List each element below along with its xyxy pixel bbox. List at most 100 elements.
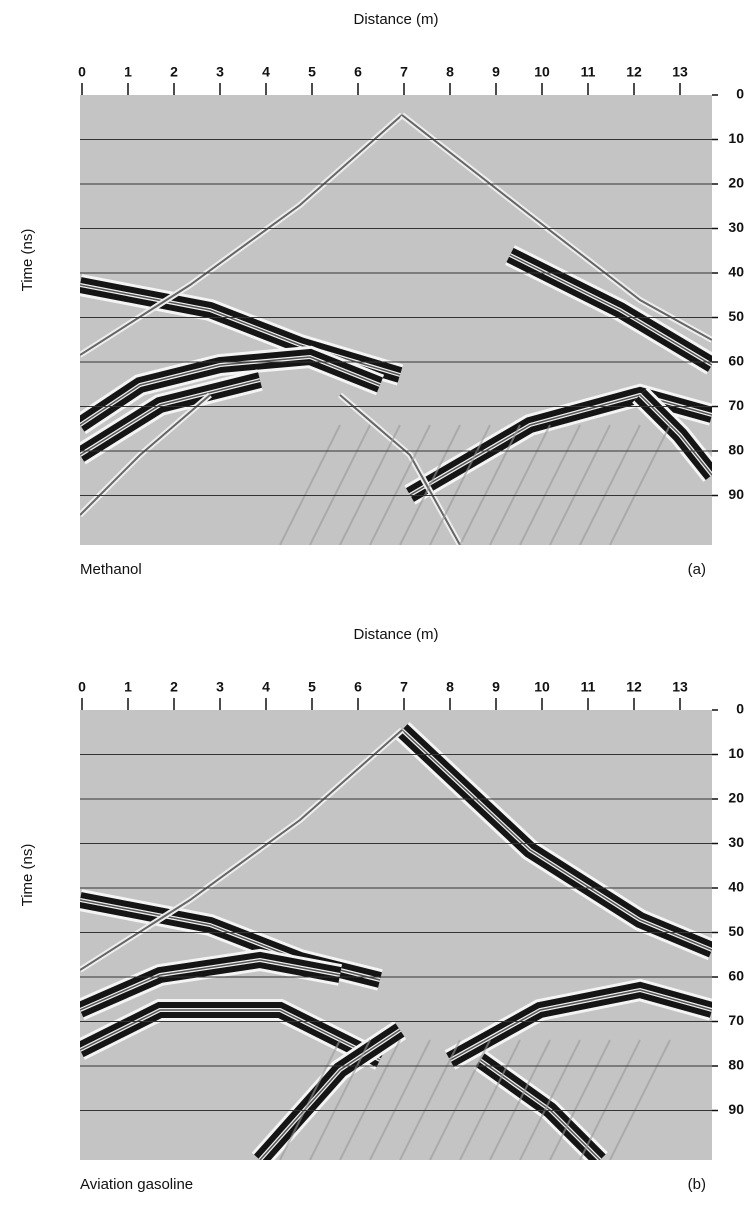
ripple: [429, 424, 491, 545]
ripple: [519, 1039, 581, 1160]
ripple: [399, 1039, 461, 1160]
y-tick-label: 20: [728, 790, 744, 806]
y-tick-label: 90: [728, 486, 744, 502]
ripple: [459, 424, 521, 545]
panel: Distance (m)Time (ns)0 1 2 3 4 5 6 7 8 9 10 11 12 130…: [19, 626, 744, 1193]
y-axis-title: Time (ns): [19, 229, 36, 292]
x-tick-label: 10: [534, 679, 550, 695]
y-axis-title: Time (ns): [19, 844, 36, 907]
x-tick-label: 1: [124, 679, 132, 695]
reflection: [259, 1029, 401, 1160]
reflection: [80, 729, 403, 971]
ripple: [339, 424, 401, 545]
x-tick-label: 8: [446, 64, 454, 80]
ripple: [459, 1039, 521, 1160]
x-tick-label: 5: [308, 679, 316, 695]
x-tick-label: 11: [581, 679, 596, 695]
ripple: [279, 424, 341, 545]
reflections: [80, 112, 712, 545]
reflection: [80, 356, 381, 426]
ripple: [519, 424, 581, 545]
x-tick-label: 12: [626, 64, 642, 80]
y-tick-label: 10: [728, 130, 744, 146]
x-tick-label: 8: [446, 679, 454, 695]
y-tick-label: 40: [728, 264, 744, 280]
ripple: [489, 424, 551, 545]
ripple: [609, 424, 671, 545]
y-tick-label: 10: [728, 745, 744, 761]
y-tick-label: 80: [728, 1057, 744, 1073]
ripple: [399, 424, 461, 545]
x-tick-label: 12: [626, 679, 642, 695]
x-tick-label: 2: [170, 64, 178, 80]
x-tick-label: 6: [354, 64, 362, 80]
y-tick-label: 60: [728, 353, 744, 369]
x-tick-label: 3: [216, 64, 224, 80]
radargram: [80, 95, 712, 545]
x-tick-label: 6: [354, 679, 362, 695]
y-tick-label: 40: [728, 879, 744, 895]
x-tick-label: 1: [124, 64, 132, 80]
y-tick-label: 80: [728, 442, 744, 458]
y-tick-label: 0: [736, 86, 744, 102]
x-tick-label: 3: [216, 679, 224, 695]
reflection: [401, 114, 712, 341]
reflection: [449, 989, 712, 1061]
ripple: [369, 424, 431, 545]
panel-label: (b): [688, 1176, 706, 1193]
panel-label: (a): [688, 561, 706, 578]
reflection: [80, 284, 401, 376]
reflection: [339, 394, 461, 545]
ripple: [579, 424, 641, 545]
x-axis-title: Distance (m): [353, 11, 438, 28]
ripple: [489, 1039, 551, 1160]
caption: Methanol: [80, 561, 142, 578]
y-tick-label: 70: [728, 397, 744, 413]
x-tick-label: 11: [581, 64, 596, 80]
x-tick-label: 10: [534, 64, 550, 80]
reflection: [401, 729, 712, 951]
ripple: [369, 1039, 431, 1160]
x-tick-label: 13: [672, 679, 688, 695]
y-tick-label: 70: [728, 1012, 744, 1028]
x-tick-label: 0: [78, 64, 86, 80]
ripple: [429, 1039, 491, 1160]
x-tick-label: 7: [400, 679, 408, 695]
x-tick-label: 2: [170, 679, 178, 695]
y-tick-label: 30: [728, 219, 744, 235]
reflection: [80, 114, 403, 356]
reflection: [80, 959, 341, 1011]
ripple: [549, 424, 611, 545]
ripple: [549, 1039, 611, 1160]
ripple: [279, 1039, 341, 1160]
y-tick-label: 50: [728, 923, 744, 939]
x-tick-label: 5: [308, 64, 316, 80]
ripple: [309, 424, 371, 545]
x-tick-label: 4: [262, 64, 270, 80]
y-tick-label: 90: [728, 1101, 744, 1117]
x-tick-label: 7: [400, 64, 408, 80]
x-tick-label: 4: [262, 679, 270, 695]
y-tick-label: 0: [736, 701, 744, 717]
panel: Distance (m)Time (ns)0 1 2 3 4 5 6 7 8 9 10 11 12 130…: [19, 11, 744, 578]
y-tick-label: 60: [728, 968, 744, 984]
reflection: [80, 379, 261, 456]
reflection: [80, 1009, 381, 1061]
ripple: [609, 1039, 671, 1160]
ripple: [309, 1039, 371, 1160]
x-axis-title: Distance (m): [353, 626, 438, 643]
radargram: [80, 710, 712, 1160]
caption: Aviation gasoline: [80, 1176, 193, 1193]
reflection: [409, 394, 712, 496]
x-tick-label: 9: [492, 679, 500, 695]
y-tick-label: 50: [728, 308, 744, 324]
x-tick-label: 13: [672, 64, 688, 80]
x-tick-label: 9: [492, 64, 500, 80]
y-tick-label: 20: [728, 175, 744, 191]
ripple: [579, 1039, 641, 1160]
y-tick-label: 30: [728, 834, 744, 850]
ripple: [339, 1039, 401, 1160]
x-tick-label: 0: [78, 679, 86, 695]
reflection: [639, 394, 712, 476]
